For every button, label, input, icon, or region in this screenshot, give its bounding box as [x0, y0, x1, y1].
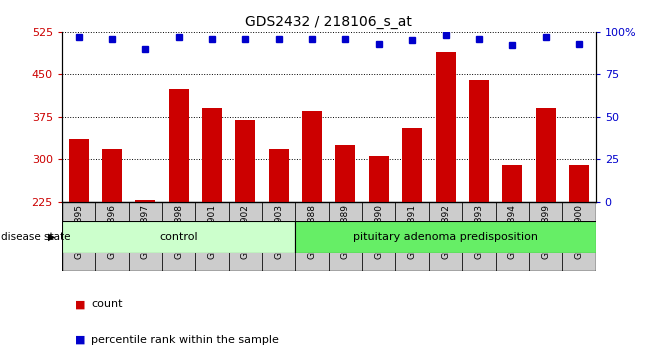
- Bar: [202, 108, 222, 202]
- Bar: [62, 202, 95, 271]
- Text: control: control: [159, 232, 198, 242]
- Title: GDS2432 / 218106_s_at: GDS2432 / 218106_s_at: [245, 16, 412, 29]
- Bar: [68, 139, 89, 202]
- Bar: [462, 202, 495, 271]
- Bar: [169, 88, 189, 202]
- Text: GSM100900: GSM100900: [574, 204, 583, 259]
- Text: GSM100892: GSM100892: [441, 204, 450, 259]
- Bar: [369, 156, 389, 202]
- Bar: [236, 120, 255, 202]
- Bar: [536, 108, 556, 202]
- Bar: [402, 128, 422, 202]
- Bar: [335, 145, 355, 202]
- Text: percentile rank within the sample: percentile rank within the sample: [91, 335, 279, 345]
- Text: ▶: ▶: [48, 232, 55, 242]
- Bar: [296, 202, 329, 271]
- Bar: [362, 202, 396, 271]
- Bar: [102, 149, 122, 202]
- Text: count: count: [91, 299, 122, 309]
- Text: GSM100902: GSM100902: [241, 204, 250, 259]
- Text: GSM100889: GSM100889: [341, 204, 350, 259]
- Bar: [503, 165, 522, 202]
- Bar: [95, 202, 129, 271]
- Text: disease state: disease state: [1, 232, 70, 242]
- Bar: [296, 221, 596, 253]
- Bar: [529, 202, 562, 271]
- Text: ■: ■: [75, 335, 85, 345]
- Bar: [195, 202, 229, 271]
- Text: GSM100893: GSM100893: [475, 204, 484, 259]
- Bar: [62, 221, 296, 253]
- Text: GSM100895: GSM100895: [74, 204, 83, 259]
- Text: GSM100891: GSM100891: [408, 204, 417, 259]
- Text: GSM100896: GSM100896: [107, 204, 117, 259]
- Bar: [495, 202, 529, 271]
- Bar: [269, 149, 289, 202]
- Text: GSM100890: GSM100890: [374, 204, 383, 259]
- Text: GSM100894: GSM100894: [508, 204, 517, 259]
- Text: GSM100903: GSM100903: [274, 204, 283, 259]
- Bar: [128, 202, 162, 271]
- Text: GSM100898: GSM100898: [174, 204, 183, 259]
- Bar: [329, 202, 362, 271]
- Bar: [429, 202, 462, 271]
- Bar: [262, 202, 296, 271]
- Bar: [302, 111, 322, 202]
- Bar: [162, 202, 195, 271]
- Bar: [436, 52, 456, 202]
- Text: GSM100901: GSM100901: [208, 204, 217, 259]
- Text: pituitary adenoma predisposition: pituitary adenoma predisposition: [353, 232, 538, 242]
- Bar: [569, 165, 589, 202]
- Text: ■: ■: [75, 299, 85, 309]
- Text: GSM100899: GSM100899: [541, 204, 550, 259]
- Bar: [562, 202, 596, 271]
- Bar: [396, 202, 429, 271]
- Bar: [229, 202, 262, 271]
- Text: GSM100888: GSM100888: [307, 204, 316, 259]
- Bar: [469, 80, 489, 202]
- Text: GSM100897: GSM100897: [141, 204, 150, 259]
- Bar: [135, 200, 155, 202]
